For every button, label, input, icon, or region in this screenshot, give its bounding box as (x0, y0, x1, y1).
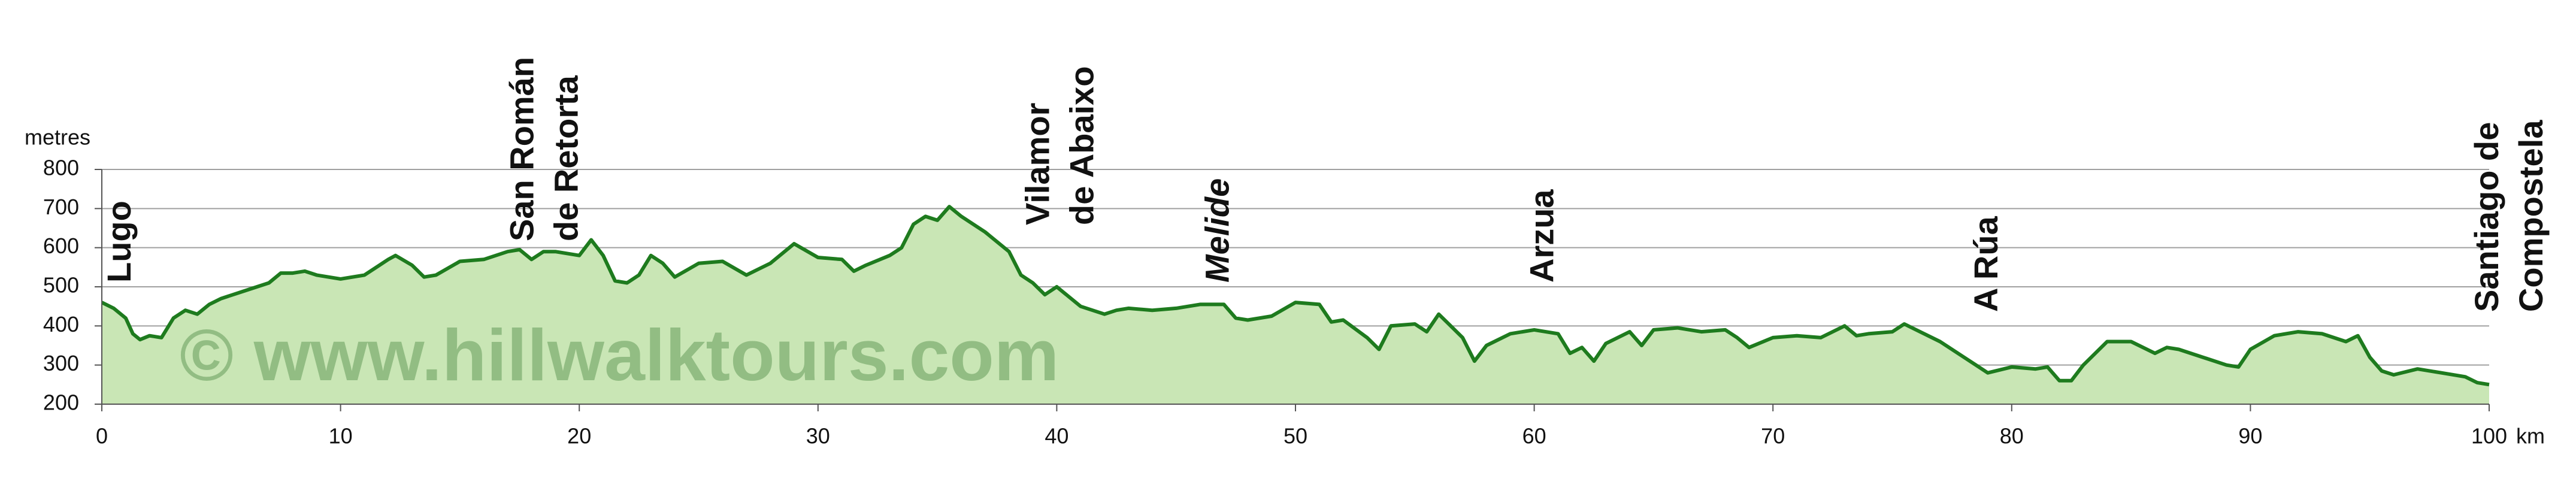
y-tick-label: 300 (43, 351, 79, 375)
x-axis-label: km (2516, 424, 2545, 448)
x-tick-label: 20 (567, 424, 591, 448)
x-tick-label: 0 (96, 424, 108, 448)
place-label: A Rúa (1967, 216, 2005, 312)
x-tick-label: 10 (329, 424, 353, 448)
place-label: de Abaixo (1063, 66, 1100, 225)
x-tick-label: 70 (1761, 424, 1785, 448)
y-tick-label: 800 (43, 156, 79, 180)
place-label: Melide (1198, 178, 1236, 283)
x-tick-label: 100 (2471, 424, 2507, 448)
y-tick-label: 700 (43, 195, 79, 219)
place-label: Vilamor (1018, 103, 1056, 225)
x-tick-label: 40 (1045, 424, 1068, 448)
y-axis-label: metres (25, 125, 90, 150)
place-label: San Román (503, 57, 540, 241)
place-label: Arzua (1523, 189, 1561, 283)
x-tick-label: 30 (806, 424, 830, 448)
watermark: © www.hillwalktours.com (180, 314, 1059, 396)
x-tick-label: 60 (1522, 424, 1546, 448)
place-label: Lugo (100, 201, 138, 283)
x-tick-label: 50 (1284, 424, 1307, 448)
y-tick-label: 500 (43, 273, 79, 298)
place-label: de Retorta (547, 75, 585, 241)
y-tick-label: 200 (43, 390, 79, 415)
y-tick-label: 400 (43, 312, 79, 336)
elevation-area (102, 207, 2489, 404)
place-label: Compostela (2512, 120, 2550, 312)
x-tick-label: 80 (2000, 424, 2024, 448)
place-label: Santiago de (2468, 122, 2505, 312)
x-tick-label: 90 (2238, 424, 2262, 448)
elevation-line (101, 205, 2490, 387)
y-tick-label: 600 (43, 234, 79, 258)
